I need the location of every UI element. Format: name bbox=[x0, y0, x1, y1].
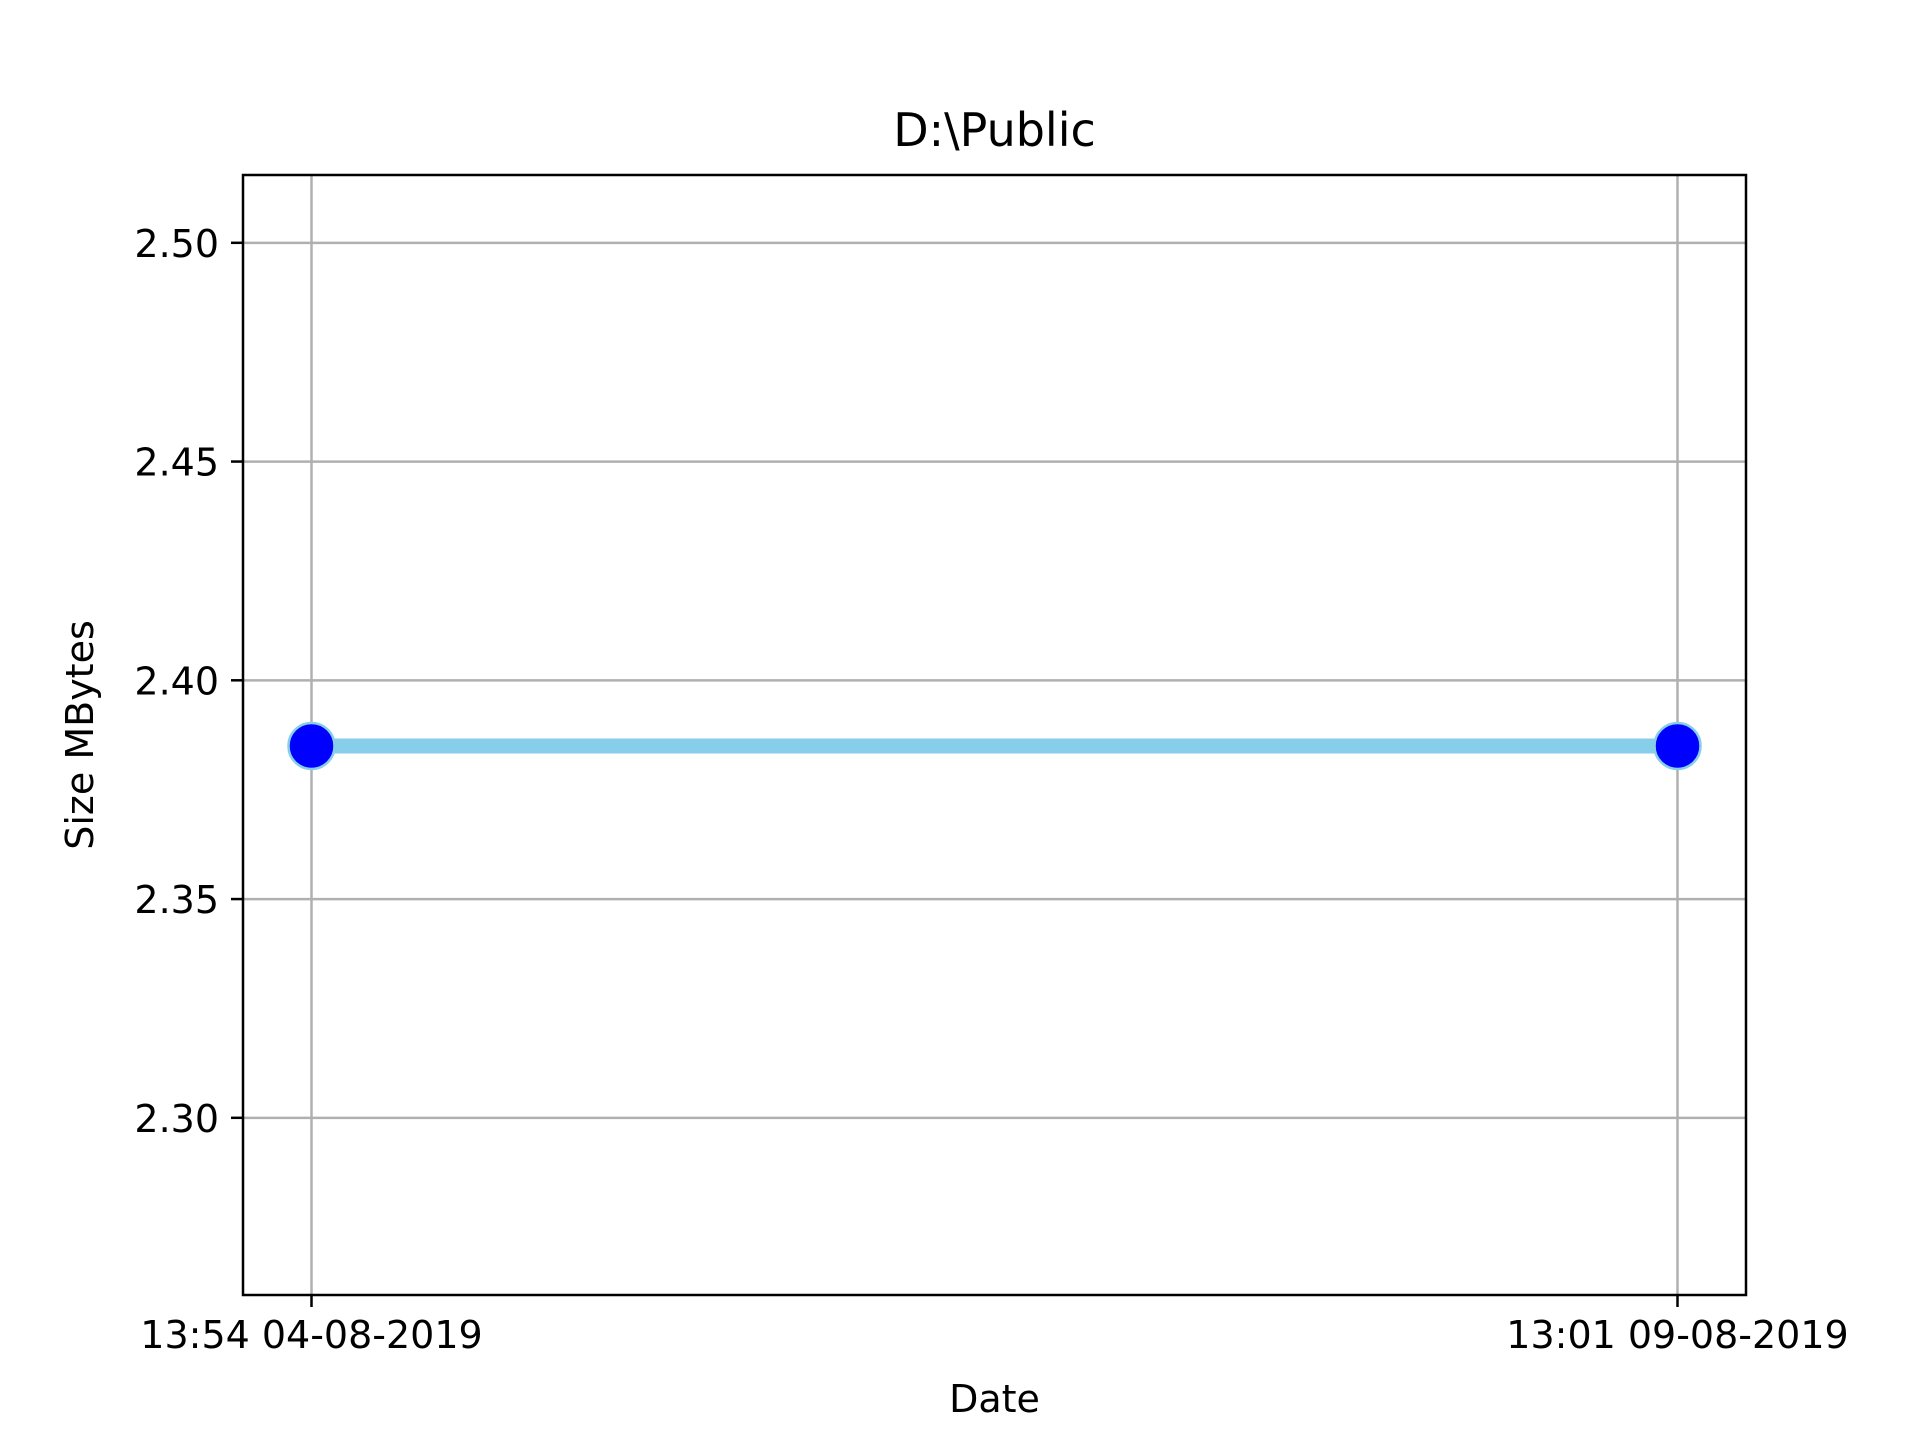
chart-title: D:\Public bbox=[893, 103, 1096, 157]
y-axis-label: Size MBytes bbox=[58, 620, 102, 850]
plot-frame bbox=[241, 173, 1748, 1297]
y-tick-label: 2.35 bbox=[134, 878, 219, 922]
grid bbox=[243, 175, 1746, 1295]
series-layer bbox=[287, 721, 1702, 771]
x-axis-label: Date bbox=[949, 1377, 1040, 1421]
y-tick-label: 2.30 bbox=[134, 1097, 219, 1141]
x-tick-label: 13:54 04-08-2019 bbox=[140, 1313, 482, 1357]
y-tick-label: 2.40 bbox=[134, 659, 219, 703]
data-point bbox=[1653, 721, 1702, 771]
y-tick-label: 2.45 bbox=[134, 441, 219, 485]
data-point bbox=[287, 721, 336, 771]
y-tick-label: 2.50 bbox=[134, 222, 219, 266]
x-tick-label: 13:01 09-08-2019 bbox=[1506, 1313, 1848, 1357]
axis-ticks: 2.30 2.35 2.40 2.45 2.50 13:54 04-08-2019 13:0… bbox=[134, 222, 1848, 1357]
